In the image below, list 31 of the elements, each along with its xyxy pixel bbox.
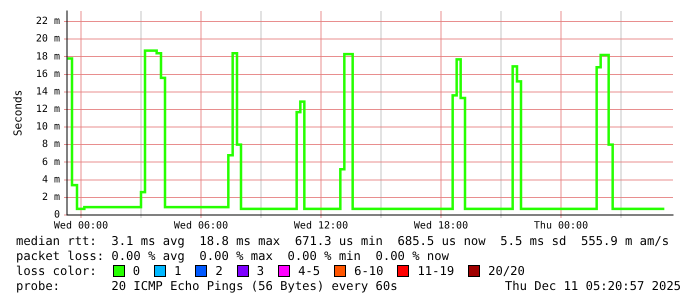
y-axis-title: Seconds	[11, 90, 24, 136]
y-tick-label: 12 m	[36, 104, 60, 116]
y-tick-label: 22 m	[36, 16, 60, 28]
legend-label: 3	[256, 264, 264, 278]
legend-label: 20/20	[488, 264, 525, 278]
x-tick-label: Wed 06:00	[174, 220, 228, 232]
y-tick-label: 0	[54, 210, 60, 221]
legend-label: 11-19	[417, 264, 454, 278]
y-tick-label: 16 m	[36, 68, 60, 80]
legend-label: 1	[174, 264, 182, 278]
y-tick-label: 6 m	[42, 156, 60, 168]
text: packet loss: 0.00 % avg 0.00 % max 0.00 % min 0.00 % now	[16, 249, 449, 264]
legend-label: 2	[215, 264, 223, 278]
y-tick-label: 2 m	[42, 192, 60, 204]
text: Thu Dec 11 05:20:57 2025	[504, 279, 681, 294]
legend-label: 0	[132, 264, 140, 278]
y-tick-label: 8 m	[42, 139, 60, 150]
x-tick-label: Wed 12:00	[294, 220, 348, 232]
legend-title: loss color:	[16, 264, 97, 278]
x-tick-label: Wed 00:00	[54, 220, 108, 232]
y-tick-label: 18 m	[36, 51, 60, 62]
x-tick-label: Thu 00:00	[534, 220, 588, 232]
text: probe: 20 ICMP Echo Pings (56 Bytes) every 60s	[16, 279, 398, 294]
y-tick-label: 14 m	[36, 86, 60, 98]
x-tick-label: Wed 18:00	[414, 220, 468, 232]
legend-label: 4-5	[298, 264, 320, 278]
y-tick-label: 4 m	[42, 174, 60, 186]
text: median rtt: 3.1 ms avg 18.8 ms max 671.3 us min 685.5 us now 5.5 ms sd 555.9 m am/s	[16, 234, 670, 249]
legend-label: 6-10	[354, 264, 384, 278]
y-tick-label: 20 m	[36, 34, 60, 45]
y-tick-label: 10 m	[36, 122, 60, 133]
